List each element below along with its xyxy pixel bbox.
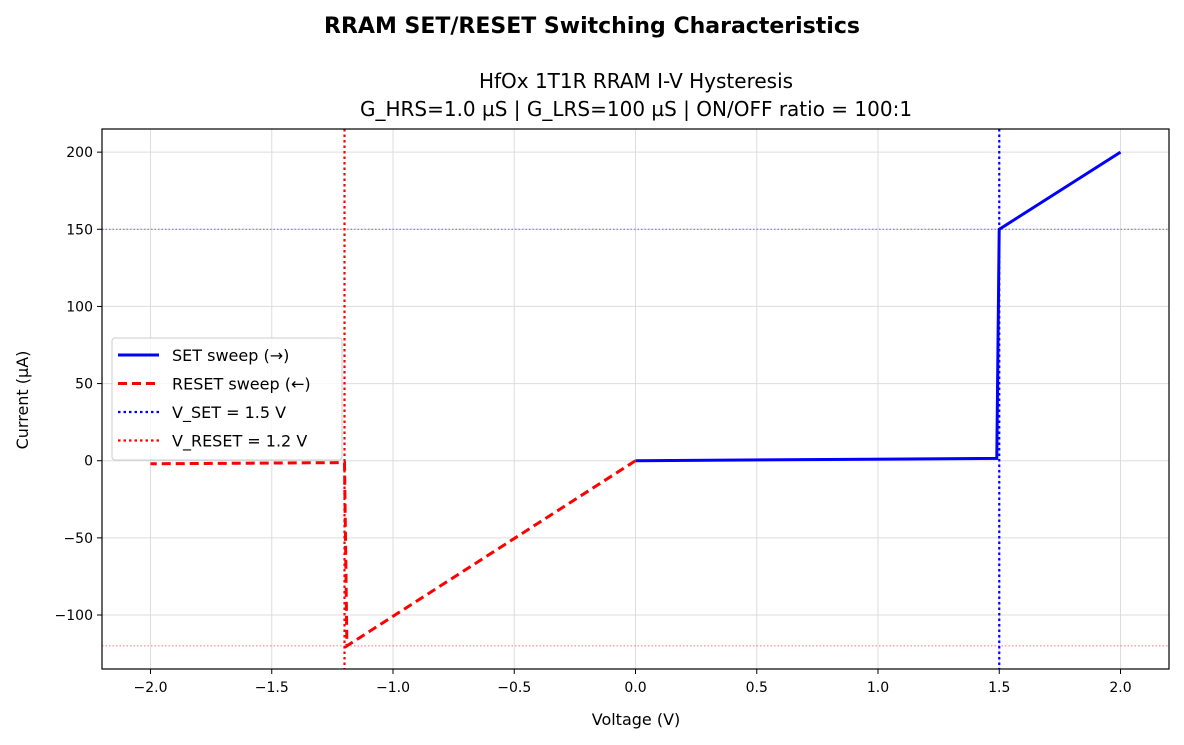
x-tick-label: 1.0: [867, 680, 889, 696]
legend-label-0: SET sweep (→): [172, 346, 289, 365]
x-tick-label: 0.5: [746, 680, 768, 696]
y-axis-ticks: −100 −50 0 50 100 150 200: [55, 145, 102, 624]
chart-suptitle: RRAM SET/RESET Switching Characteristics: [324, 14, 860, 39]
y-tick-label: 100: [66, 299, 93, 315]
x-tick-label: −0.5: [497, 680, 531, 696]
x-tick-label: −1.5: [255, 680, 289, 696]
y-tick-label: −50: [63, 531, 93, 547]
y-axis-label: Current (µA): [13, 351, 32, 450]
legend-label-2: V_SET = 1.5 V: [172, 403, 286, 423]
legend: SET sweep (→) RESET sweep (←) V_SET = 1.5 …: [111, 337, 343, 461]
y-tick-label: 50: [75, 377, 93, 393]
legend-label-3: V_RESET = 1.2 V: [172, 432, 307, 452]
y-tick-label: 150: [66, 222, 93, 238]
y-tick-label: 200: [66, 145, 93, 161]
x-tick-label: 0.0: [624, 680, 646, 696]
legend-label-1: RESET sweep (←): [172, 375, 311, 394]
x-axis-label: Voltage (V): [592, 710, 681, 729]
x-tick-label: 2.0: [1109, 680, 1131, 696]
chart-title-line1: HfOx 1T1R RRAM I-V Hysteresis: [479, 69, 793, 93]
legend-box: [111, 337, 343, 461]
reference-lines: [102, 228, 1169, 647]
y-tick-label: 0: [84, 454, 93, 470]
data-series: [150, 129, 1122, 669]
x-tick-label: −2.0: [134, 680, 168, 696]
y-tick-label: −100: [55, 608, 93, 624]
x-tick-label: 1.5: [988, 680, 1010, 696]
chart-title-line2: G_HRS=1.0 µS | G_LRS=100 µS | ON/OFF rat…: [360, 97, 912, 121]
grid: [102, 129, 1169, 669]
x-tick-label: −1.0: [376, 680, 410, 696]
series-line-1: [150, 459, 637, 649]
series-line-0: [635, 150, 1122, 463]
x-axis-ticks: −2.0 −1.5 −1.0 −0.5 0.0 0.5 1.0 1.5 2.0: [134, 669, 1132, 696]
